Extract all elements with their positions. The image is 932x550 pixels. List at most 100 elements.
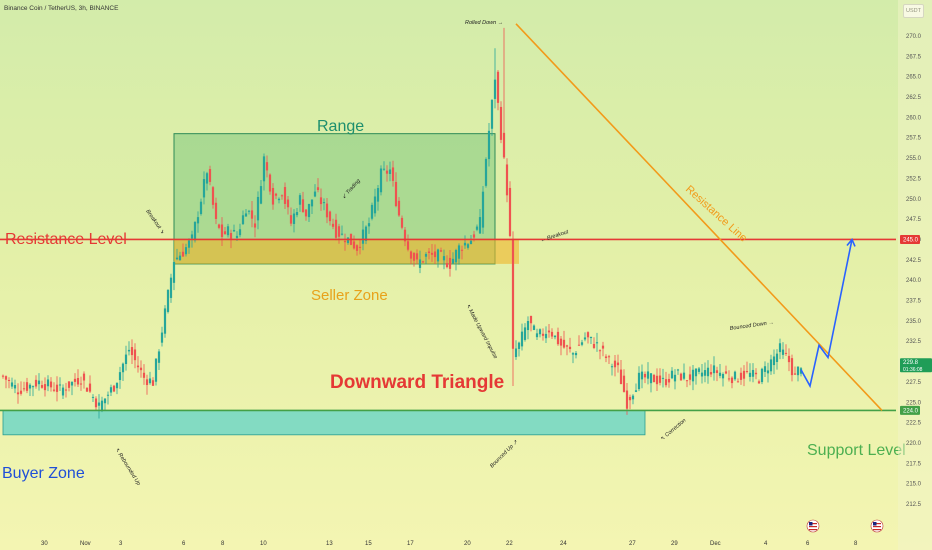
candle-body [229, 233, 233, 239]
candle-body [163, 308, 167, 334]
seller-zone-label: Seller Zone [311, 287, 388, 304]
candle-body [292, 213, 296, 224]
candle-body [232, 229, 236, 232]
buyer-zone-label: Buyer Zone [2, 465, 85, 482]
candle-body [85, 387, 89, 392]
candle-body [559, 338, 563, 346]
flag-stripe [873, 526, 881, 528]
candle-body [382, 168, 386, 170]
candle-body [115, 382, 119, 389]
candle-body [565, 345, 569, 347]
candle-body [496, 71, 500, 103]
current-price-label: 229.8 [903, 360, 919, 366]
candle-body [145, 379, 149, 386]
buyer-zone [2, 409, 646, 436]
rebounded-up-note: ↖ Rebounded Up [113, 447, 141, 487]
price-axis [898, 0, 932, 550]
candle-body [526, 321, 530, 331]
candle-body [157, 351, 161, 363]
y-tick-label: 235.0 [906, 319, 922, 325]
candle-body [436, 249, 440, 262]
candle-body [415, 253, 419, 260]
candle-body [286, 199, 290, 208]
y-tick-label: 252.5 [906, 176, 922, 182]
candle-body [67, 381, 71, 388]
candle-body [79, 383, 83, 385]
y-tick-label: 232.5 [906, 339, 922, 345]
candle-body [550, 331, 554, 337]
candle-body [88, 383, 92, 392]
candle-body [520, 331, 524, 347]
candle-body [181, 251, 185, 257]
candle-body [133, 349, 137, 361]
candle-body [385, 170, 389, 174]
candle-body [277, 198, 281, 201]
candle-body [283, 187, 287, 204]
candle-body [124, 354, 128, 365]
candle-body [319, 197, 323, 205]
countdown-label: 01:36:08 [903, 367, 923, 373]
y-tick-label: 250.0 [906, 197, 922, 203]
candle-body [31, 386, 35, 388]
candle-body [238, 229, 242, 236]
candle-body [64, 389, 68, 391]
candle-body [172, 262, 176, 283]
candle-body [721, 374, 725, 379]
candle-body [130, 347, 134, 356]
x-tick-label: 6 [182, 541, 186, 547]
candle-body [97, 402, 101, 406]
x-tick-label: 15 [365, 541, 372, 547]
candle-body [460, 249, 464, 251]
candle-body [577, 344, 581, 346]
bounced-down-note: Bounced Down → [729, 320, 774, 332]
x-tick-label: 22 [506, 541, 513, 547]
candle-body [556, 331, 560, 345]
correction-note: ↖ Correction [659, 418, 687, 443]
candle-body [571, 353, 575, 355]
candle-body [757, 381, 761, 384]
candle-body [652, 374, 656, 383]
candle-body [667, 378, 671, 383]
candle-body [616, 362, 620, 366]
candle-body [709, 372, 713, 375]
candle-body [268, 174, 272, 192]
candle-body [175, 257, 179, 260]
candle-body [463, 242, 467, 246]
candle-body [643, 373, 647, 378]
x-tick-label: 20 [464, 541, 471, 547]
y-tick-label: 217.5 [906, 461, 922, 467]
candle-body [328, 211, 332, 222]
flag-canton [873, 522, 877, 526]
candle-body [76, 377, 80, 385]
candle-body [394, 181, 398, 207]
candle-body [55, 384, 59, 392]
candle-body [274, 193, 278, 196]
current-price-badge-bg [900, 358, 932, 373]
candle-body [301, 199, 305, 213]
candle-body [334, 219, 338, 238]
range-label: Range [317, 118, 364, 135]
candle-body [16, 392, 20, 395]
candle-body [766, 370, 770, 374]
candle-body [796, 366, 800, 376]
candle-body [457, 245, 461, 259]
candle-body [151, 380, 155, 386]
candle-body [589, 336, 593, 339]
candle-body [139, 367, 143, 371]
x-tick-label: 8 [854, 541, 858, 547]
candle-body [682, 372, 686, 379]
candle-body [184, 247, 188, 255]
candle-body [694, 368, 698, 377]
y-tick-label: 247.5 [906, 217, 922, 223]
candle-body [241, 215, 245, 225]
candle-body [514, 348, 518, 358]
candle-body [46, 379, 50, 387]
candle-body [304, 209, 308, 217]
candle-body [106, 394, 110, 396]
candle-body [421, 261, 425, 263]
candle-body [478, 217, 482, 234]
candle-body [718, 372, 722, 376]
candle-body [469, 240, 473, 245]
candle-body [754, 372, 758, 375]
y-tick-label: 215.0 [906, 482, 922, 488]
